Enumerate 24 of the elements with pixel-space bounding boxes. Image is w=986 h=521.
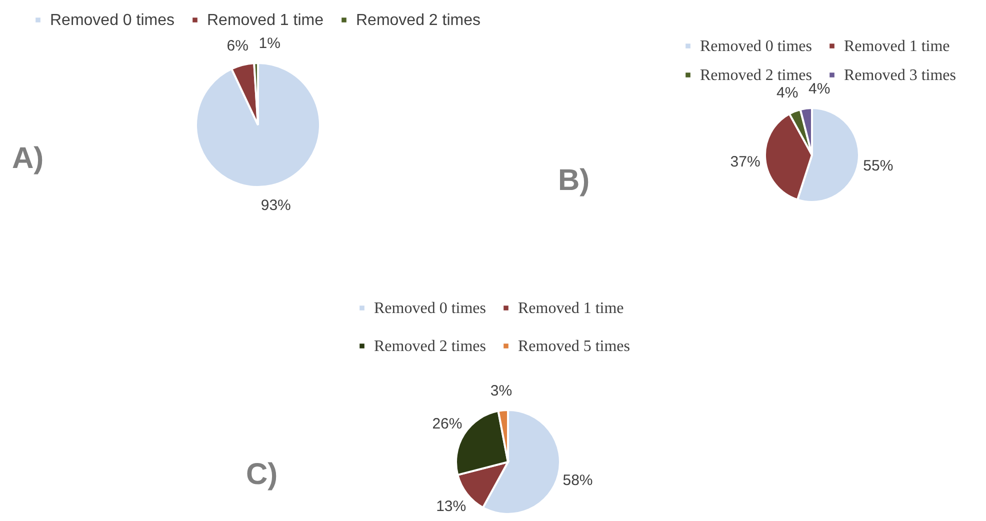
legend-label: Removed 3 times [844, 67, 956, 84]
data-label: 1% [258, 35, 280, 52]
legend-label: Removed 2 times [374, 338, 486, 355]
text: B) [558, 164, 590, 197]
legend-label: Removed 0 times [50, 12, 174, 29]
legend-label: Removed 1 time [518, 300, 624, 317]
text: A) [12, 142, 44, 175]
text: C) [246, 458, 278, 491]
legend-label: Removed 2 times [356, 12, 480, 29]
legend-label: Removed 0 times [374, 300, 486, 317]
data-label: 93% [260, 197, 291, 214]
legend-label: Removed 1 time [207, 12, 324, 29]
data-label: 13% [436, 498, 466, 516]
data-label: 58% [562, 472, 593, 489]
legend-label: Removed 1 time [844, 38, 950, 55]
legend-label: Removed 5 times [518, 338, 630, 355]
data-label: 26% [432, 415, 462, 432]
data-label: 4% [776, 84, 798, 102]
data-label: 55% [863, 157, 894, 174]
pie-slice [195, 62, 321, 188]
data-label: 3% [490, 382, 512, 400]
legend-label: Removed 0 times [700, 38, 812, 55]
data-label: 37% [730, 153, 760, 170]
data-label: 6% [226, 38, 248, 55]
